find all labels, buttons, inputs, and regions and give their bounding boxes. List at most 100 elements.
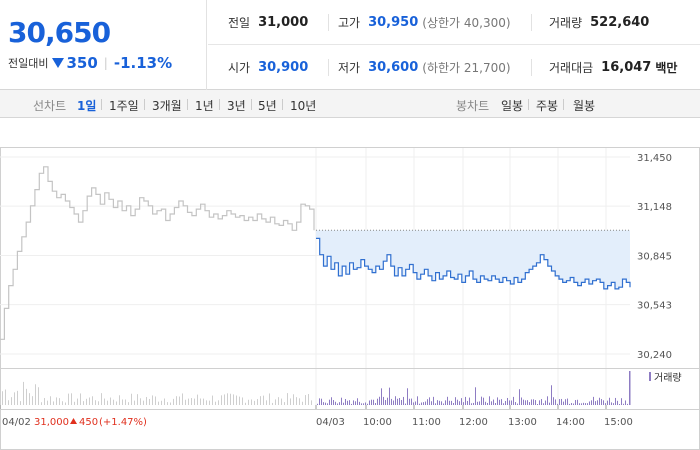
volume-bar — [587, 403, 588, 405]
volume-bar — [433, 396, 434, 405]
tab-1d[interactable]: 1일 — [77, 99, 97, 113]
x-axis: 04/02 04/03 10:00 11:00 12:00 13:00 14:00 15:00 — [0, 405, 633, 428]
tab-1w[interactable]: 1주일 — [109, 99, 139, 113]
volume-bar — [122, 399, 123, 405]
volume-bar — [158, 401, 159, 405]
volume-bar — [296, 397, 297, 405]
volume-bar — [503, 403, 504, 405]
change-label: 전일대비 — [8, 57, 49, 70]
down-arrow-icon — [52, 58, 65, 68]
volume-bar — [393, 400, 394, 405]
today-line — [316, 237, 631, 290]
volume-bar — [164, 398, 165, 405]
volume-bar — [501, 399, 502, 405]
volume-bar — [302, 401, 303, 405]
volume-bar — [451, 400, 452, 405]
volume-bar — [260, 396, 261, 405]
volume-bar — [173, 398, 174, 405]
volume-bar — [284, 402, 285, 405]
volume-bar — [453, 402, 454, 405]
volume-bar — [399, 397, 400, 405]
volume-bar — [559, 399, 560, 405]
volume-bar — [131, 393, 132, 405]
volume-bar — [581, 403, 582, 405]
divider — [219, 99, 220, 110]
volume-bar — [381, 388, 382, 405]
volume-bar — [104, 398, 105, 405]
volume-bar — [441, 401, 442, 405]
prev-day-change-footer: 450 — [79, 417, 98, 428]
volume-bar — [218, 400, 219, 405]
divider — [531, 14, 532, 31]
volume-bar — [125, 399, 126, 405]
divider — [531, 59, 532, 76]
volume-bar — [185, 399, 186, 405]
volume-bar — [489, 396, 490, 405]
volume-bar — [437, 400, 438, 405]
open-value: 30,900 — [258, 60, 309, 75]
divider — [563, 99, 564, 110]
volume-bar — [427, 399, 428, 405]
volume-bar — [627, 403, 628, 405]
volume-bar — [311, 400, 312, 405]
open-cell: 시가 30,900 — [228, 45, 308, 90]
tab-1y[interactable]: 1년 — [195, 99, 214, 113]
volume-bar — [475, 387, 476, 405]
amount-cell: 거래대금 16,047 백만 — [549, 45, 677, 90]
volume-bar — [287, 393, 288, 405]
volume-bar — [347, 400, 348, 405]
y-tick-label: 31,450 — [637, 153, 672, 164]
volume-bar — [266, 400, 267, 405]
volume-bar — [385, 400, 386, 405]
volume-bar — [98, 401, 99, 405]
volume-bar — [239, 396, 240, 405]
volume-bar — [351, 403, 352, 405]
volume-bar — [176, 396, 177, 405]
tab-10y[interactable]: 10년 — [290, 99, 317, 113]
volume-bar — [401, 399, 402, 405]
volume-bar — [403, 396, 404, 405]
x-tick-label: 11:00 — [412, 417, 441, 428]
volume-bar — [499, 399, 500, 405]
tab-monthly-candle[interactable]: 월봉 — [573, 99, 596, 113]
y-tick-label: 30,845 — [637, 252, 672, 263]
volume-bar — [457, 399, 458, 405]
volume-bar — [593, 396, 594, 405]
volume-bar — [609, 397, 610, 405]
divider — [282, 99, 283, 110]
x-tick-label: 15:00 — [604, 417, 633, 428]
tab-3m[interactable]: 3개월 — [152, 99, 182, 113]
volume-bar — [113, 399, 114, 405]
volume-bar — [194, 398, 195, 405]
volume-bar — [83, 401, 84, 405]
volume-bar — [14, 392, 15, 405]
volume-bar — [77, 398, 78, 405]
volume-bar — [341, 397, 342, 405]
volume-bar — [591, 400, 592, 405]
volume-bar — [71, 393, 72, 405]
volume-bar — [137, 394, 138, 405]
volume-bar — [561, 398, 562, 405]
volume-bar — [188, 398, 189, 405]
volume-bar — [254, 400, 255, 405]
line-chart-label: 선차트 — [33, 99, 67, 113]
tab-3y[interactable]: 3년 — [227, 99, 246, 113]
volume-bar — [110, 397, 111, 405]
volume-bar — [413, 402, 414, 405]
high-cell: 고가 30,950 (상한가 40,300) — [338, 0, 511, 45]
volume-bar — [435, 403, 436, 405]
tab-weekly-candle[interactable]: 주봉 — [536, 99, 559, 113]
tab-5y[interactable]: 5년 — [258, 99, 277, 113]
volume-bar — [343, 402, 344, 405]
low-cell: 저가 30,600 (하한가 21,700) — [338, 45, 511, 90]
volume-bar — [74, 401, 75, 405]
tab-daily-candle[interactable]: 일봉 — [501, 99, 524, 113]
volume-bar — [35, 384, 36, 405]
volume-bar — [417, 396, 418, 405]
volume-bar — [379, 396, 380, 405]
volume-bar — [227, 393, 228, 405]
volume-bar — [359, 401, 360, 405]
volume-bar — [605, 403, 606, 405]
x-tick-label: 13:00 — [508, 417, 537, 428]
